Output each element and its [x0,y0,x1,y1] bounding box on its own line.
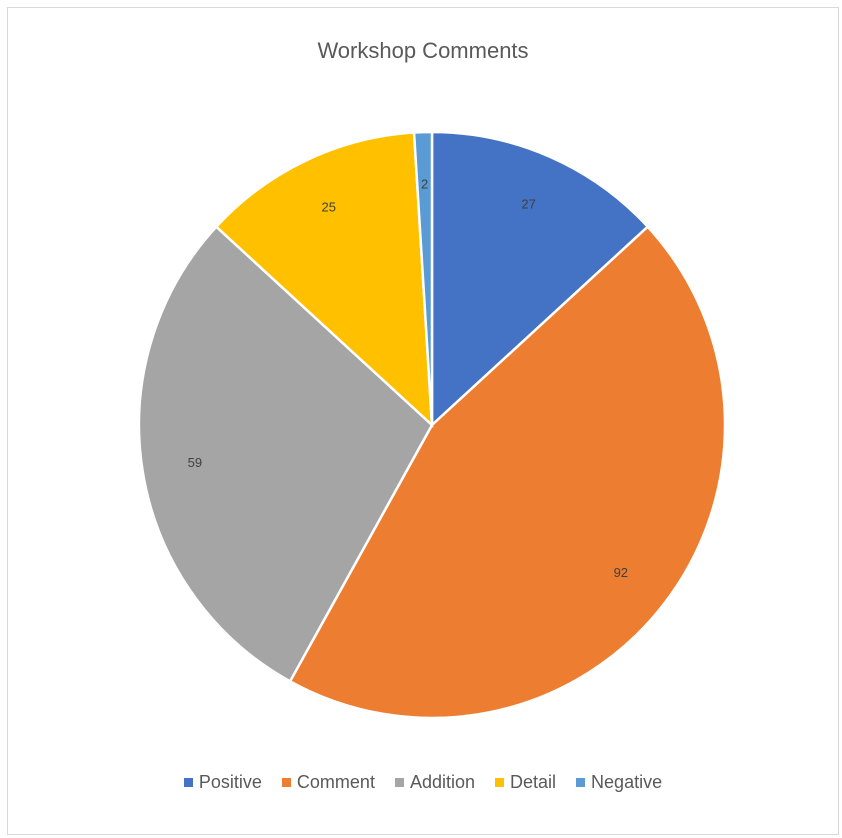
pie-chart: 27 92 59 25 2 [137,130,727,720]
data-label-negative: 2 [421,176,428,191]
legend: Positive Comment Addition Detail Negative [8,772,838,793]
legend-item-negative: Negative [576,772,662,793]
legend-label: Negative [591,772,663,792]
legend-label: Comment [296,772,375,792]
pie-slices [137,130,727,720]
data-label-positive: 27 [521,196,535,211]
data-label-addition: 59 [188,455,202,470]
legend-item-detail: Detail [495,772,556,793]
legend-swatch [394,778,404,787]
legend-swatch [576,778,586,787]
pie-slice-comment [288,224,727,720]
data-label-detail: 25 [321,200,335,215]
pie-slice-detail [214,131,434,429]
data-labels: 27 92 59 25 2 [188,176,628,580]
legend-label: Positive [198,772,262,792]
legend-item-addition: Addition [394,772,476,793]
legend-item-comment: Comment [281,772,375,793]
legend-item-positive: Positive [183,772,262,793]
pie-slice-positive [430,130,650,428]
chart-area: Workshop Comments 27 92 59 25 2 Positive Comm… [7,7,839,835]
pie-slice-negative [412,130,434,426]
legend-swatch [495,778,505,787]
pie-slice-addition [137,224,434,684]
data-label-comment: 92 [614,565,628,580]
chart-title: Workshop Comments [317,38,529,63]
legend-swatch [281,778,291,787]
legend-label: Detail [510,772,557,792]
legend-label: Addition [409,772,476,792]
legend-swatch [183,778,193,787]
